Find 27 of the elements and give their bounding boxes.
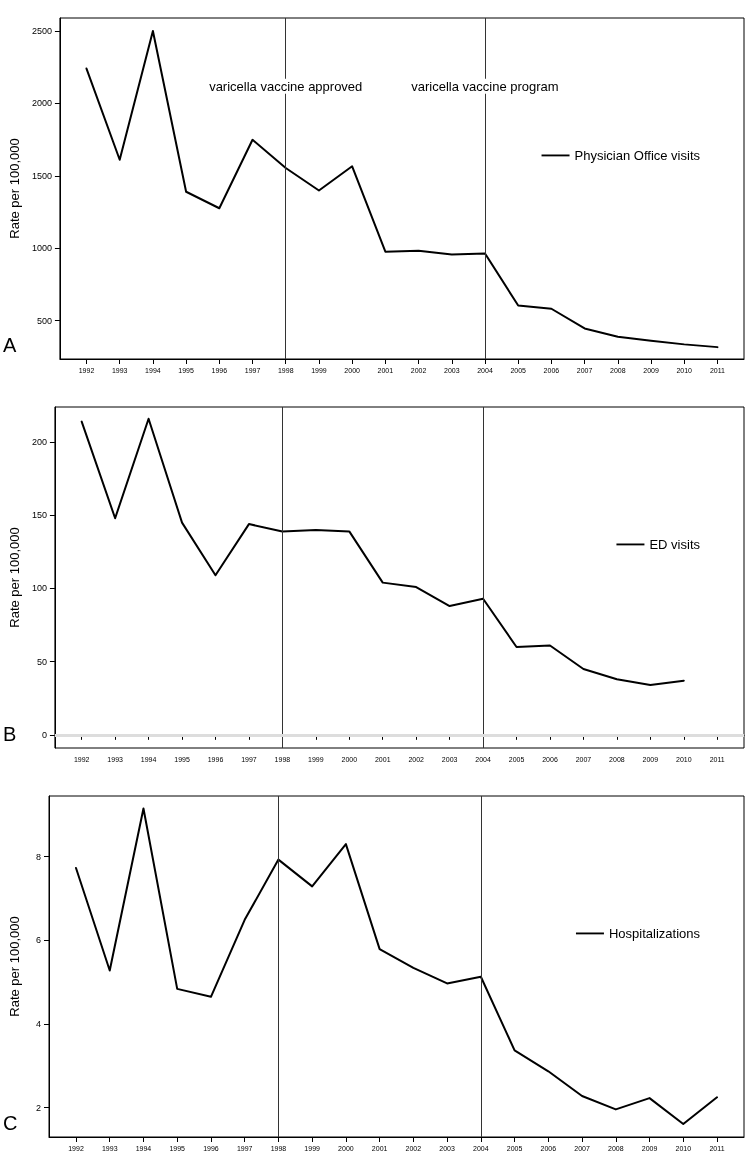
legend-label: Hospitalizations xyxy=(608,925,701,941)
line-series xyxy=(74,807,719,1126)
y-tick-label: 4 xyxy=(35,1019,41,1030)
y-tick-label: 1500 xyxy=(31,170,52,181)
text: C xyxy=(3,1112,18,1134)
y-tick-label: 150 xyxy=(31,510,47,521)
ref-line-label: varicella vaccine approved xyxy=(209,78,363,94)
ref-line-label: varicella vaccine program xyxy=(411,78,559,94)
y-tick-label: 2000 xyxy=(31,98,52,109)
y-tick-label: 1000 xyxy=(31,243,52,254)
y-tick-label: 0 xyxy=(41,729,47,740)
y-tick-label: 200 xyxy=(31,437,47,448)
line-series xyxy=(85,30,719,349)
legend-label: Physician Office visits xyxy=(574,147,701,163)
y-tick-label: 2 xyxy=(35,1102,41,1113)
y-axis-title: Rate per 100,000 xyxy=(7,916,22,1017)
y-tick-label: 2500 xyxy=(31,26,52,37)
legend-label: ED visits xyxy=(649,536,701,552)
y-tick-label: 8 xyxy=(35,851,41,862)
y-axis-title: Rate per 100,000 xyxy=(7,527,22,628)
text: A xyxy=(3,334,17,356)
y-tick-label: 500 xyxy=(36,315,52,326)
y-axis-title: Rate per 100,000 xyxy=(7,138,22,239)
text: B xyxy=(3,723,17,745)
y-tick-label: 100 xyxy=(31,583,47,594)
y-tick-label: 6 xyxy=(35,935,41,946)
y-tick-label: 50 xyxy=(36,656,47,667)
